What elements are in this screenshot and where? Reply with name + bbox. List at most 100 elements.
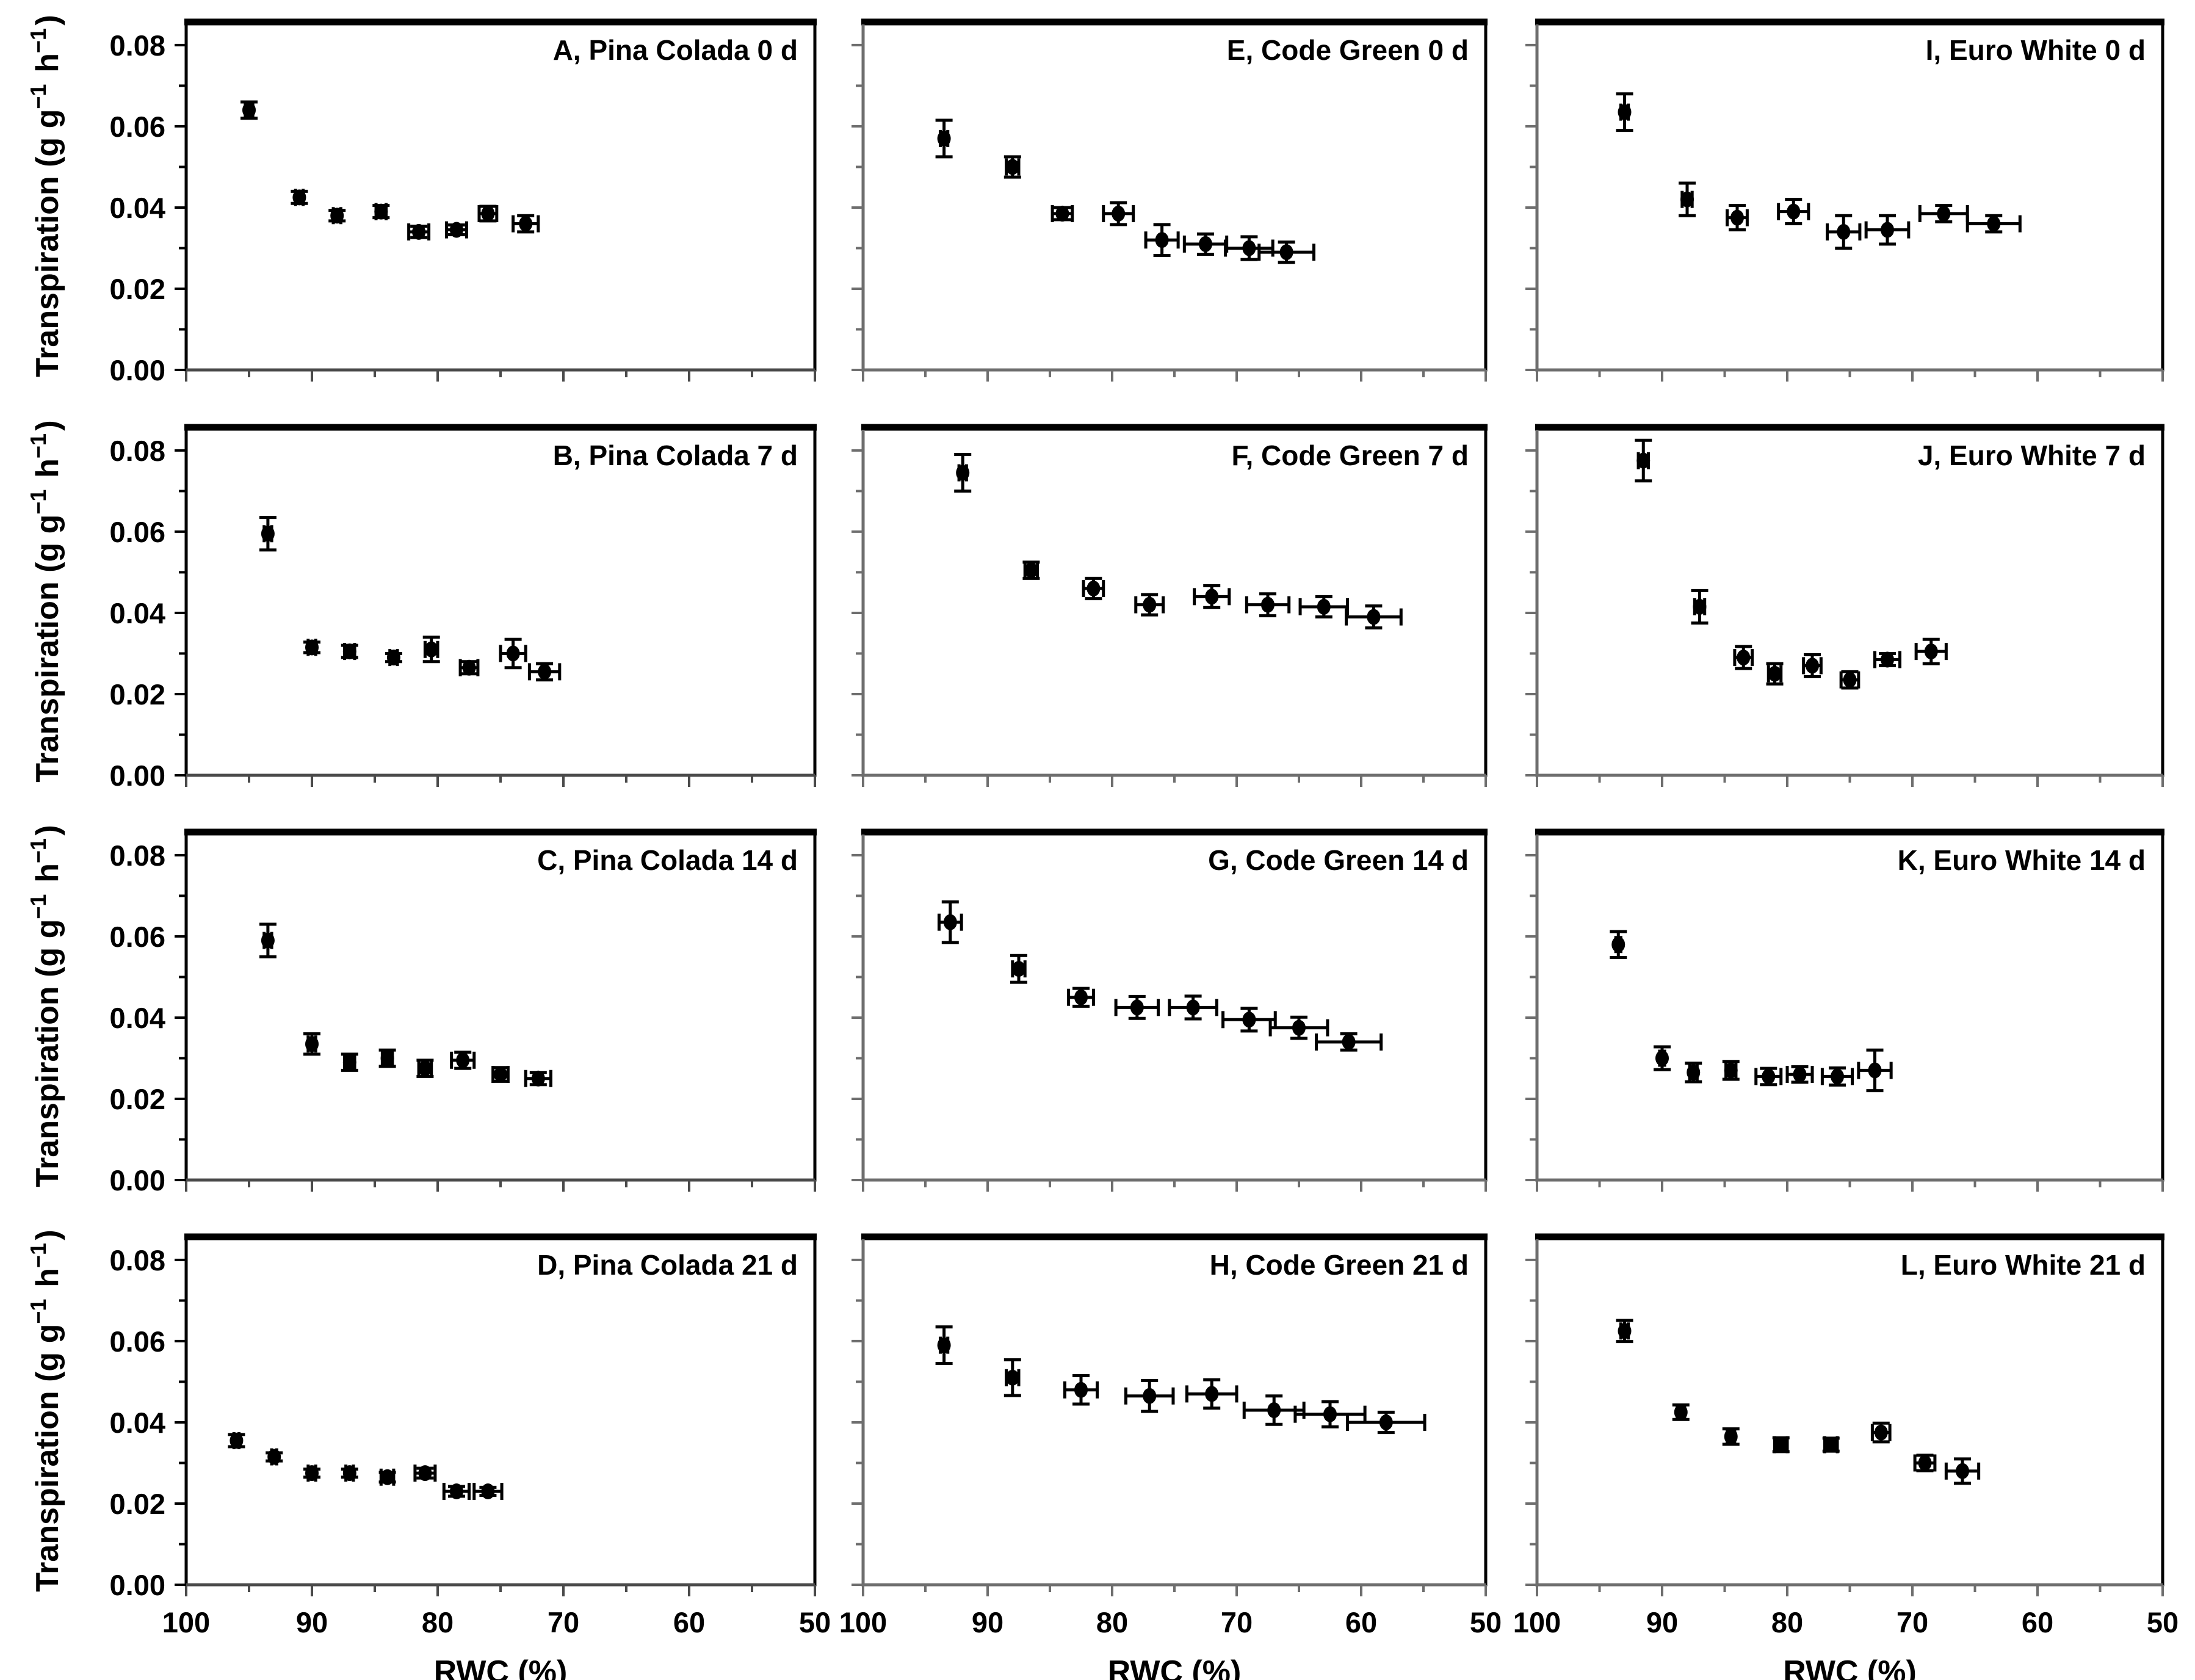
data-point	[1843, 672, 1857, 688]
y-tick-label: 0.08	[110, 29, 165, 62]
data-point	[1292, 1019, 1306, 1036]
data-point	[449, 222, 463, 238]
panel-title: K, Euro White 14 d	[1898, 844, 2146, 876]
data-point	[456, 1052, 470, 1068]
data-point	[1074, 989, 1088, 1005]
panel-I: I, Euro White 0 d	[1525, 18, 2164, 382]
data-point	[937, 1337, 951, 1353]
data-point	[1874, 1424, 1888, 1441]
data-point	[1317, 598, 1331, 615]
panel-B: 0.00 0.02 0.04 0.06 0.08 Transpiration (g g−1…	[26, 420, 817, 792]
y-tick-label: 0.00	[110, 759, 165, 792]
data-point	[305, 639, 319, 656]
y-tick-label: 0.04	[110, 1002, 165, 1034]
data-point	[531, 1070, 545, 1087]
data-point	[1611, 936, 1625, 953]
data-point	[292, 189, 306, 206]
y-axis-title: Transpiration (g g−1 h−1 )	[26, 825, 65, 1187]
data-point	[1012, 961, 1025, 977]
x-axis-title: RWC (%)	[434, 1654, 568, 1680]
data-point	[1074, 1381, 1088, 1398]
data-point	[1774, 1436, 1788, 1453]
data-point	[1687, 1064, 1701, 1081]
data-point	[1242, 240, 1256, 256]
panel-L: 100 90 80 70 60 50 RWC (%) L, Euro White 21 d	[1513, 1233, 2179, 1680]
data-point	[242, 102, 256, 118]
x-axis-title: RWC (%)	[1108, 1654, 1242, 1680]
panel-frame	[184, 425, 817, 777]
panel-title: L, Euro White 21 d	[1901, 1249, 2146, 1281]
panel-title: C, Pina Colada 14 d	[537, 844, 798, 876]
data-point	[1793, 1066, 1807, 1083]
data-point	[1323, 1406, 1337, 1422]
data-point	[1674, 1404, 1688, 1421]
panel-title: E, Code Green 0 d	[1227, 34, 1469, 66]
data-point	[1987, 215, 2001, 232]
y-axis-title: Transpiration (g g−1 h−1 )	[26, 420, 65, 782]
data-point	[1205, 1386, 1219, 1402]
data-point	[1024, 562, 1038, 579]
data-point	[1379, 1414, 1393, 1430]
panel-frame	[1535, 830, 2164, 1182]
data-point	[1831, 1068, 1844, 1085]
data-point	[1680, 191, 1694, 208]
x-tick-label: 70	[548, 1606, 579, 1638]
data-point	[1837, 223, 1851, 240]
data-point	[1693, 598, 1707, 615]
data-point	[386, 650, 400, 666]
panel-frame	[861, 425, 1488, 777]
y-tick-label: 0.04	[110, 192, 165, 224]
data-point	[1618, 1323, 1632, 1339]
x-tick-label: 50	[799, 1606, 831, 1638]
x-tick-label: 100	[162, 1606, 210, 1638]
panel-title: J, Euro White 7 d	[1918, 440, 2146, 471]
data-point	[230, 1432, 244, 1449]
data-point	[1242, 1012, 1256, 1028]
panel-K: K, Euro White 14 d	[1525, 828, 2164, 1192]
data-point	[305, 1465, 319, 1482]
data-point	[1155, 232, 1169, 248]
data-point	[1924, 643, 1938, 660]
y-tick-label: 0.00	[110, 1164, 165, 1197]
panel-title: H, Code Green 21 d	[1210, 1249, 1469, 1281]
y-tick-label: 0.04	[110, 1407, 165, 1439]
data-point	[412, 223, 426, 240]
x-tick-label: 90	[296, 1606, 328, 1638]
x-tick-label: 60	[2022, 1606, 2053, 1638]
panel-A: 0.00 0.02 0.04 0.06 0.08 Transpiration (g g−1…	[26, 15, 817, 386]
data-point	[1636, 452, 1651, 469]
data-point	[538, 664, 552, 680]
panel-title: D, Pina Colada 21 d	[537, 1249, 798, 1281]
panel-title: G, Code Green 14 d	[1208, 844, 1469, 876]
data-point	[261, 526, 275, 542]
data-point	[1881, 651, 1894, 668]
data-point	[380, 1469, 394, 1485]
data-point	[519, 215, 533, 232]
panel-title: A, Pina Colada 0 d	[553, 34, 798, 66]
data-point	[481, 1483, 495, 1500]
y-tick-label: 0.06	[110, 921, 165, 953]
data-point	[956, 465, 970, 481]
data-point	[1724, 1428, 1738, 1445]
y-tick-label: 0.08	[110, 839, 165, 872]
y-axis-title: Transpiration (g g−1 h−1 )	[26, 15, 65, 377]
data-point	[1881, 222, 1894, 238]
y-axis-title: Transpiration (g g−1 h−1 )	[26, 1229, 65, 1591]
y-tick-label: 0.02	[110, 1488, 165, 1520]
panel-title: I, Euro White 0 d	[1926, 34, 2146, 66]
panel-title: B, Pina Colada 7 d	[553, 440, 798, 471]
data-point	[494, 1066, 507, 1083]
data-point	[418, 1465, 432, 1482]
data-point	[1143, 596, 1157, 613]
x-tick-label: 60	[1345, 1606, 1377, 1638]
x-tick-label: 100	[1513, 1606, 1561, 1638]
panel-frame	[184, 830, 817, 1182]
data-point	[1199, 236, 1212, 252]
data-point	[1205, 588, 1219, 605]
data-point	[462, 659, 476, 676]
data-point	[1730, 209, 1744, 226]
panel-frame	[1535, 1235, 2164, 1587]
panel-title: F, Code Green 7 d	[1231, 440, 1469, 471]
